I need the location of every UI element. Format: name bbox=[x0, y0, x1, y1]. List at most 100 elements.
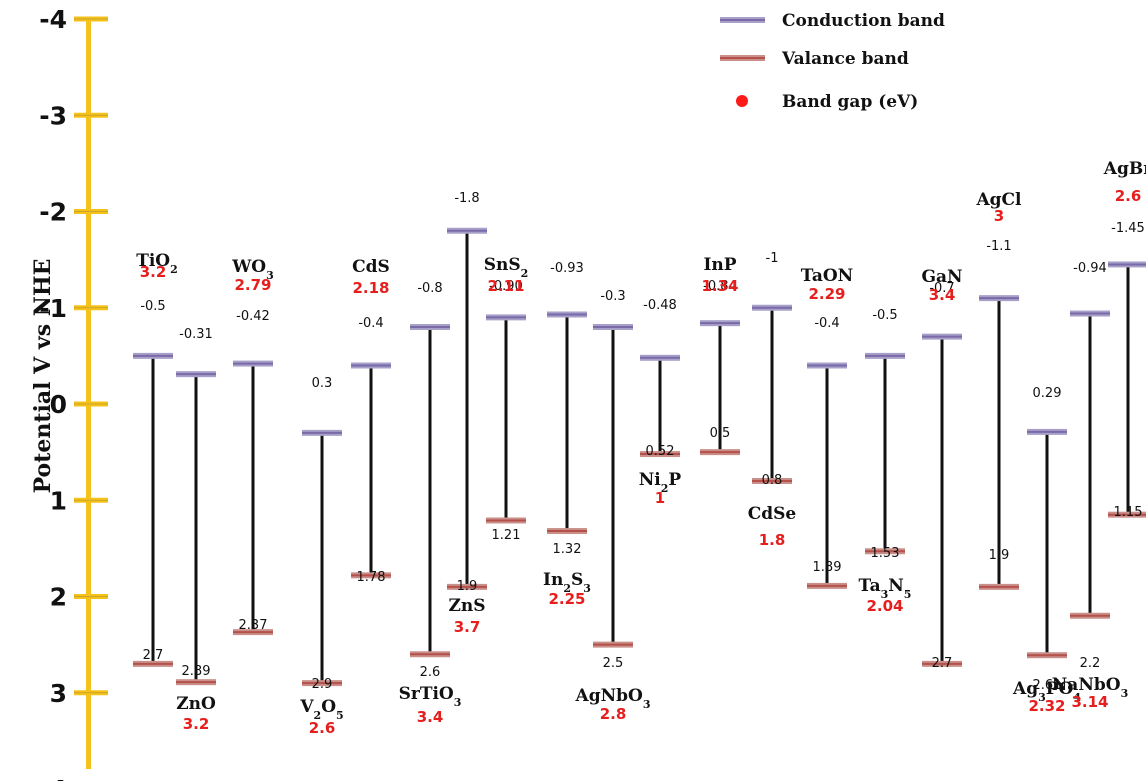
valence-band-value: 1.9 bbox=[457, 579, 478, 594]
valence-band-value: 2.2 bbox=[1080, 656, 1101, 671]
band-gap-value: 1.8 bbox=[759, 531, 786, 549]
conduction-band-value: -0.4 bbox=[358, 316, 383, 331]
band-gap-value: 3.7 bbox=[454, 618, 481, 636]
material-name: V2O5 bbox=[299, 697, 343, 722]
conduction-band-value: -1.45 bbox=[1111, 221, 1145, 236]
conduction-band-value: -0.48 bbox=[643, 298, 677, 313]
band-gap-value: 2.8 bbox=[600, 705, 627, 723]
conduction-band-value: 0.29 bbox=[1033, 386, 1062, 401]
valence-band-value: 2.7 bbox=[143, 648, 164, 663]
material-name: ZnS bbox=[448, 596, 485, 616]
band-gap-value: 3.4 bbox=[417, 708, 444, 726]
valence-band-value: 1.78 bbox=[357, 570, 386, 585]
material-name: ZnO bbox=[176, 694, 216, 714]
axis-line bbox=[86, 17, 91, 769]
legend-label: Conduction band bbox=[782, 11, 945, 31]
legend-dot bbox=[736, 95, 748, 107]
material-name: AgCl bbox=[975, 190, 1022, 210]
valence-band-value: 2.5 bbox=[603, 656, 624, 671]
band-gap-value: 3 bbox=[994, 207, 1004, 225]
valence-band-value: 0.52 bbox=[646, 444, 675, 459]
material-name: TiO2 bbox=[136, 251, 178, 276]
band-gap-value: 2.04 bbox=[866, 597, 903, 615]
valence-band-value: 1.15 bbox=[1114, 505, 1143, 520]
valence-band-value: 2.61 bbox=[1033, 678, 1062, 693]
axis-tick-label: 3 bbox=[50, 679, 67, 708]
band-gap-value: 3.2 bbox=[140, 263, 167, 281]
band-gap-value: 3.4 bbox=[929, 286, 956, 304]
band-gap-value: 2.29 bbox=[808, 285, 845, 303]
conduction-band-value: -0.84 bbox=[703, 279, 737, 294]
material-name: AgNbO3 bbox=[575, 686, 651, 711]
material-name: In2S3 bbox=[543, 570, 591, 595]
conduction-band-value: -1.8 bbox=[454, 191, 479, 206]
valence-band-value: 2.6 bbox=[420, 665, 441, 680]
legend-label: Band gap (eV) bbox=[782, 92, 918, 112]
conduction-band-value: -0.90 bbox=[489, 279, 523, 294]
conduction-band-value: -1 bbox=[766, 251, 779, 266]
conduction-band-value: -0.5 bbox=[140, 299, 165, 314]
axis-tick-label: 1 bbox=[50, 486, 67, 515]
band-gap-value: 2.32 bbox=[1028, 697, 1065, 715]
material-zns: -1.8 1.9 ZnS 3.7 bbox=[447, 191, 487, 636]
axis-tick-label: -1 bbox=[39, 294, 67, 323]
material-cds: -0.4 1.78 CdS 2.18 bbox=[351, 257, 391, 585]
band-gap-value: 2.6 bbox=[1115, 187, 1142, 205]
conduction-band-value: -0.8 bbox=[417, 281, 442, 296]
valence-band-value: 1.53 bbox=[871, 546, 900, 561]
bands: -0.52.7TiO23.2-0.312.89ZnO3.2-0.422.37WO… bbox=[133, 159, 1146, 737]
material-name: SnS2 bbox=[484, 255, 529, 280]
conduction-band-value: -0.42 bbox=[236, 309, 270, 324]
material-name: NaNbO3 bbox=[1052, 675, 1128, 700]
valence-band-value: 2.37 bbox=[239, 618, 268, 633]
band-gap-value: 1 bbox=[655, 489, 665, 507]
material-name: Ag3PO4 bbox=[1012, 679, 1081, 704]
legend: Conduction band Valance band Band gap (eV) bbox=[720, 11, 945, 112]
material-name: CdSe bbox=[748, 504, 797, 524]
axis-tick-label: -2 bbox=[39, 198, 67, 227]
conduction-band-value: -0.94 bbox=[1073, 261, 1107, 276]
valence-band-value: 2.9 bbox=[312, 677, 333, 692]
axis-tick-label: -3 bbox=[39, 101, 67, 130]
conduction-band-value: -0.93 bbox=[550, 261, 584, 276]
legend-label: Valance band bbox=[781, 49, 909, 69]
material-name: AgBr bbox=[1103, 159, 1146, 179]
valence-band-value: 2.7 bbox=[932, 656, 953, 671]
material-agbr: -1.45 1.15 AgBr 2.6 bbox=[1103, 159, 1146, 520]
axis-tick-label: 2 bbox=[50, 583, 67, 612]
material-cdse: -1 0.8 CdSe 1.8 bbox=[748, 251, 797, 549]
band-gap-value: 1.34 bbox=[701, 277, 738, 295]
band-gap-value: 2.79 bbox=[234, 276, 271, 294]
axis-tick-label: 0 bbox=[50, 390, 67, 419]
valence-band-value: 0.8 bbox=[762, 473, 783, 488]
axis-tick-label: 4 bbox=[50, 775, 67, 781]
conduction-band-value: -0.7 bbox=[929, 281, 954, 296]
conduction-band-value: -0.4 bbox=[814, 316, 839, 331]
axis-tick-label: -4 bbox=[39, 5, 67, 34]
valence-band-value: 1.21 bbox=[492, 528, 521, 543]
valence-band-value: 1.32 bbox=[553, 542, 582, 557]
material-name: GaN bbox=[921, 267, 962, 287]
valence-band-value: 0.5 bbox=[710, 426, 731, 441]
material-inp: -0.84 0.5 InP 1.34 bbox=[700, 255, 740, 456]
material-name: Ni2P bbox=[639, 470, 682, 495]
material-name: CdS bbox=[352, 257, 390, 277]
band-gap-value: 2.25 bbox=[548, 590, 585, 608]
material-name: InP bbox=[703, 255, 736, 275]
band-gap-value: 2.18 bbox=[352, 279, 389, 297]
band-gap-value: 2.11 bbox=[487, 277, 524, 295]
